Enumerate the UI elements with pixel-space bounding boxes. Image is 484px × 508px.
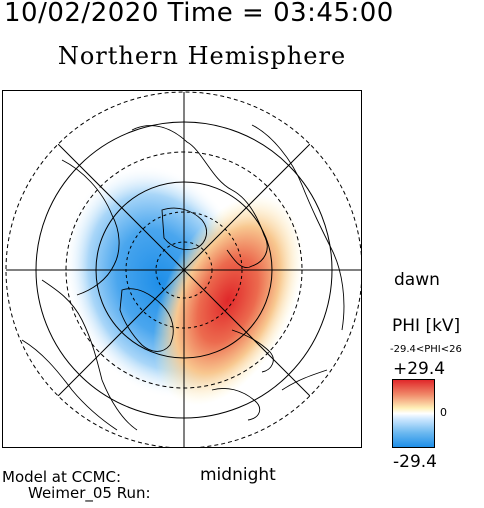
colorbar-title: PHI [kV]	[392, 316, 461, 336]
colorbar-zero-label: 0	[440, 406, 447, 419]
dawn-label: dawn	[394, 270, 440, 290]
date-time-header: 10/02/2020 Time = 03:45:00	[4, 0, 394, 28]
midnight-label: midnight	[200, 465, 276, 485]
meridian-grid	[6, 92, 362, 448]
colorbar-max-label: +29.4	[393, 359, 446, 379]
colorbar-min-label: -29.4	[393, 452, 437, 472]
polar-potential-map	[2, 90, 362, 448]
run-label: Weimer_05 Run:	[28, 484, 151, 502]
colorbar	[392, 379, 435, 448]
potential-pattern	[64, 164, 303, 406]
model-label: Model at CCMC:	[2, 468, 122, 486]
colorbar-range: -29.4<PHI<26	[390, 344, 462, 355]
positive-potential-cell	[153, 194, 303, 406]
plot-title: Northern Hemisphere	[57, 42, 347, 70]
